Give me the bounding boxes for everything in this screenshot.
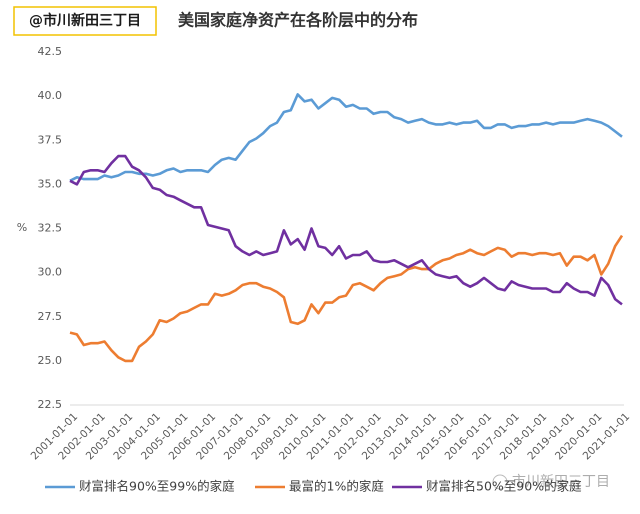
badge-box: [13, 6, 157, 36]
series-line: [69, 93, 623, 182]
y-tick-label: 22.5: [38, 398, 63, 411]
y-tick-label: 37.5: [38, 133, 63, 146]
y-tick-label: 35.0: [38, 177, 63, 190]
legend-label: 最富的1%的家庭: [289, 479, 384, 494]
y-tick-label: 32.5: [38, 222, 63, 235]
chart-title: 美国家庭净资产在各阶层中的分布: [178, 11, 418, 30]
watermark-icon: [492, 474, 508, 490]
legend-label: 财富排名50%至90%的家庭: [426, 479, 582, 494]
legend-label: 财富排名90%至99%的家庭: [79, 479, 235, 494]
watermark: 市川新田三丁目: [512, 473, 610, 490]
y-axis-label: %: [17, 221, 27, 234]
y-tick-label: 42.5: [38, 45, 63, 58]
y-tick-label: 40.0: [38, 89, 63, 102]
badge: @市川新田三丁目: [29, 12, 141, 29]
series-line: [69, 154, 623, 306]
y-tick-label: 27.5: [38, 310, 63, 323]
y-tick-label: 30.0: [38, 266, 63, 279]
series-line: [69, 234, 624, 363]
y-tick-label: 25.0: [38, 354, 63, 367]
